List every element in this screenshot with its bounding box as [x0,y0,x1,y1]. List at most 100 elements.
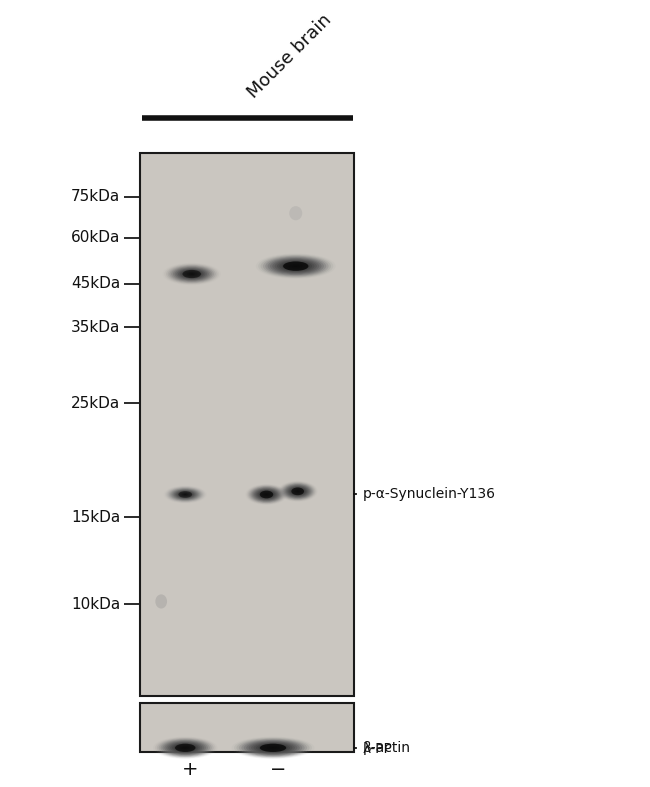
Ellipse shape [252,487,281,502]
Ellipse shape [176,268,207,280]
Ellipse shape [187,272,197,276]
Ellipse shape [293,489,302,493]
Ellipse shape [272,259,319,274]
Ellipse shape [291,487,304,495]
Ellipse shape [170,488,200,501]
Text: p-α-Synuclein-Y136: p-α-Synuclein-Y136 [363,487,496,501]
Ellipse shape [179,492,192,497]
Ellipse shape [241,739,305,756]
Ellipse shape [292,488,304,494]
Ellipse shape [234,737,312,759]
Ellipse shape [266,746,280,750]
Ellipse shape [181,270,202,278]
Ellipse shape [179,746,191,750]
Ellipse shape [294,490,301,493]
Text: β-actin: β-actin [363,741,411,755]
Ellipse shape [287,486,308,497]
Text: 35kDa: 35kDa [71,320,120,334]
Ellipse shape [155,737,216,759]
Ellipse shape [183,270,201,278]
Ellipse shape [263,493,270,497]
Ellipse shape [162,740,208,756]
Ellipse shape [256,253,335,279]
Ellipse shape [257,490,276,500]
Text: 10kDa: 10kDa [71,597,120,611]
Bar [140,153,354,696]
Ellipse shape [258,490,275,499]
Ellipse shape [263,256,329,276]
Text: 15kDa: 15kDa [71,510,120,525]
Ellipse shape [293,265,298,267]
Ellipse shape [287,263,305,269]
Ellipse shape [279,482,317,501]
Ellipse shape [178,269,205,279]
Ellipse shape [239,739,307,757]
Ellipse shape [177,745,193,751]
Ellipse shape [231,737,315,759]
Ellipse shape [173,490,198,500]
Ellipse shape [171,266,213,282]
Ellipse shape [174,744,196,752]
Ellipse shape [161,739,210,756]
Ellipse shape [258,254,333,278]
Ellipse shape [289,487,306,496]
Ellipse shape [246,484,287,505]
Ellipse shape [173,267,211,281]
Ellipse shape [278,481,318,502]
Text: −: − [270,760,287,779]
Ellipse shape [281,262,310,271]
Ellipse shape [289,264,303,268]
Ellipse shape [274,260,317,273]
Ellipse shape [183,493,188,496]
Ellipse shape [263,745,283,751]
Ellipse shape [295,490,300,493]
Ellipse shape [296,491,299,492]
Ellipse shape [176,491,194,498]
Ellipse shape [190,273,194,275]
Ellipse shape [289,206,302,220]
Ellipse shape [185,272,199,277]
Ellipse shape [283,261,309,271]
Ellipse shape [261,255,331,277]
Ellipse shape [270,747,276,748]
Text: 75kDa: 75kDa [71,190,120,205]
Ellipse shape [175,744,196,752]
Ellipse shape [166,486,204,502]
Ellipse shape [183,747,187,748]
Ellipse shape [164,264,219,285]
Ellipse shape [180,493,190,497]
Ellipse shape [291,488,305,495]
Ellipse shape [286,486,309,497]
Ellipse shape [291,264,300,268]
Ellipse shape [283,484,312,499]
Ellipse shape [178,491,192,498]
Ellipse shape [237,738,309,758]
Ellipse shape [265,494,268,495]
Ellipse shape [280,261,312,272]
Ellipse shape [253,488,280,501]
Ellipse shape [261,492,272,497]
Ellipse shape [166,741,204,755]
Bar [140,703,354,752]
Ellipse shape [268,747,278,749]
Ellipse shape [280,482,315,501]
Ellipse shape [277,260,315,272]
Ellipse shape [169,488,202,501]
Ellipse shape [157,738,214,758]
Ellipse shape [265,257,326,275]
Ellipse shape [255,489,278,500]
Ellipse shape [188,273,195,275]
Ellipse shape [155,594,167,608]
Ellipse shape [289,486,307,497]
Ellipse shape [260,490,273,498]
Ellipse shape [250,486,283,502]
Ellipse shape [164,741,206,755]
Ellipse shape [165,486,205,503]
Ellipse shape [168,487,203,502]
Text: 60kDa: 60kDa [71,230,120,245]
Ellipse shape [181,747,189,749]
Ellipse shape [181,493,189,496]
Text: λ-PP: λ-PP [363,742,393,756]
Ellipse shape [260,491,273,497]
Ellipse shape [176,745,195,751]
